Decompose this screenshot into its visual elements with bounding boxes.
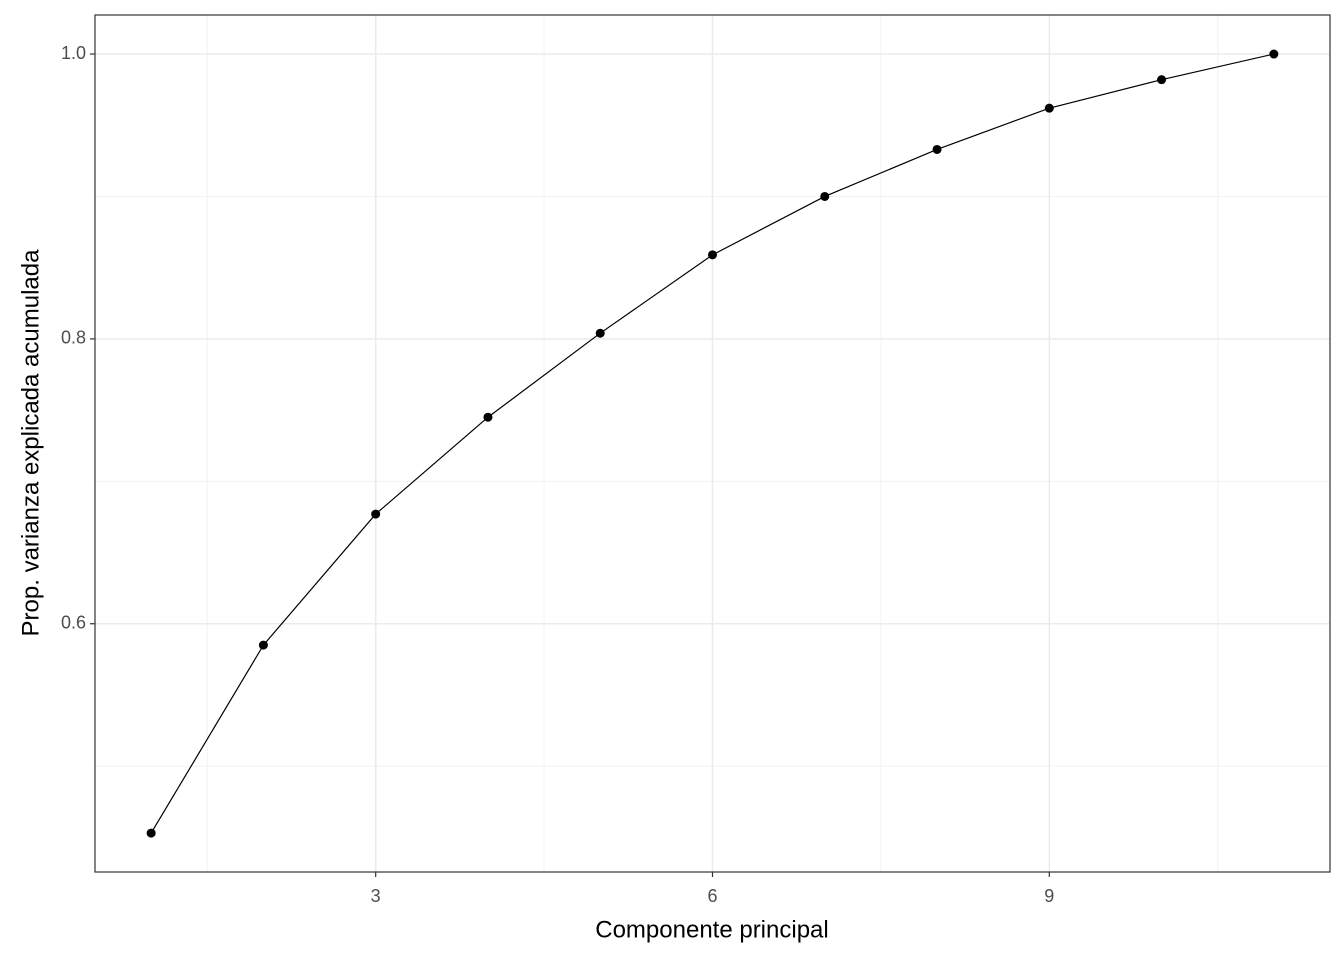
panel-border — [94, 14, 1331, 873]
point — [1269, 49, 1279, 59]
y-axis-title: Prop. varianza explicada acumulada — [17, 249, 44, 637]
x-tick-label: 9 — [1044, 886, 1054, 906]
x-axis-title: Componente principal — [595, 916, 828, 943]
y-tick-label: 0.6 — [61, 612, 86, 632]
point — [1044, 103, 1054, 113]
point — [146, 828, 156, 838]
x-tick-label: 6 — [707, 886, 717, 906]
y-tick-label: 1.0 — [61, 43, 86, 63]
point — [1157, 75, 1167, 85]
x-tick-label: 3 — [371, 886, 381, 906]
point — [483, 412, 493, 422]
point — [371, 509, 381, 519]
point — [932, 144, 942, 154]
point — [708, 250, 717, 260]
y-tick-label: 0.8 — [61, 328, 86, 348]
point — [258, 640, 268, 650]
point — [820, 191, 830, 201]
point — [595, 328, 605, 338]
